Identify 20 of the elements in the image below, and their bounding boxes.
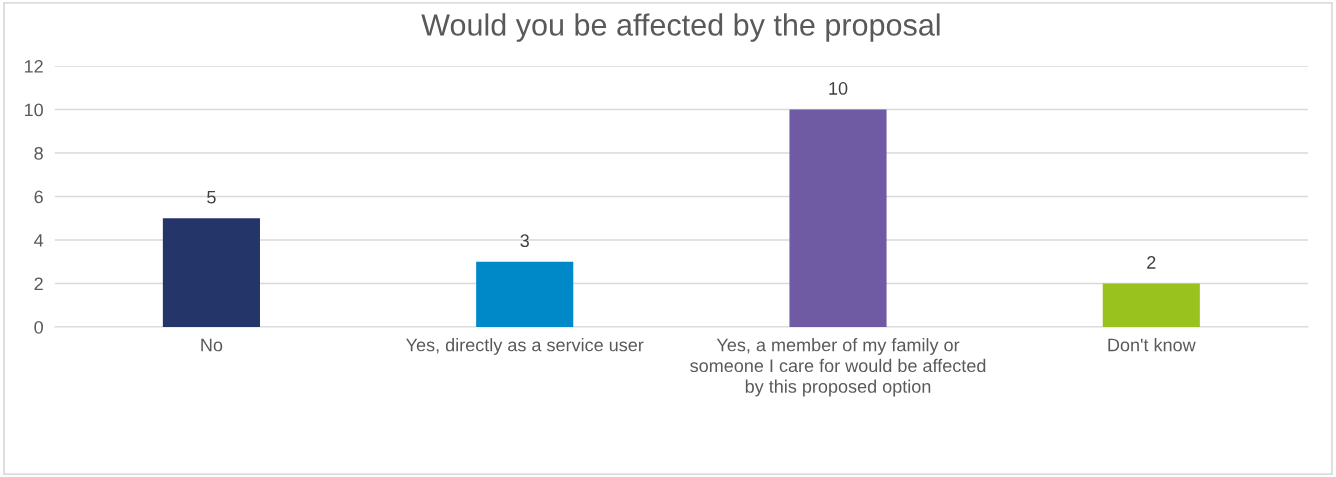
bar bbox=[1102, 283, 1200, 327]
x-tick-label: No bbox=[201, 338, 223, 352]
y-tick-label: 2 bbox=[34, 277, 43, 291]
y-tick-label: 0 bbox=[34, 320, 43, 334]
y-tick-label: 6 bbox=[34, 190, 43, 204]
x-tick-label: Don't know bbox=[1108, 338, 1196, 352]
data-label: 10 bbox=[829, 82, 848, 95]
y-tick-label: 8 bbox=[34, 146, 43, 160]
y-tick-label: 10 bbox=[24, 103, 43, 117]
y-tick-label: 4 bbox=[34, 234, 44, 247]
data-label: 2 bbox=[1147, 256, 1156, 269]
x-tick-label: Yes, directly as a service user bbox=[406, 338, 644, 355]
data-label: 5 bbox=[207, 190, 216, 204]
chart-title: Would you be affected by the proposal bbox=[421, 13, 940, 42]
bar bbox=[789, 109, 887, 327]
bar bbox=[162, 218, 260, 327]
data-label: 3 bbox=[520, 234, 529, 248]
bar bbox=[476, 261, 574, 327]
x-tick-label: Yes, a member of my family or someone I care for would be affected by this proposed option bbox=[690, 338, 986, 397]
y-tick-label: 12 bbox=[24, 60, 43, 73]
